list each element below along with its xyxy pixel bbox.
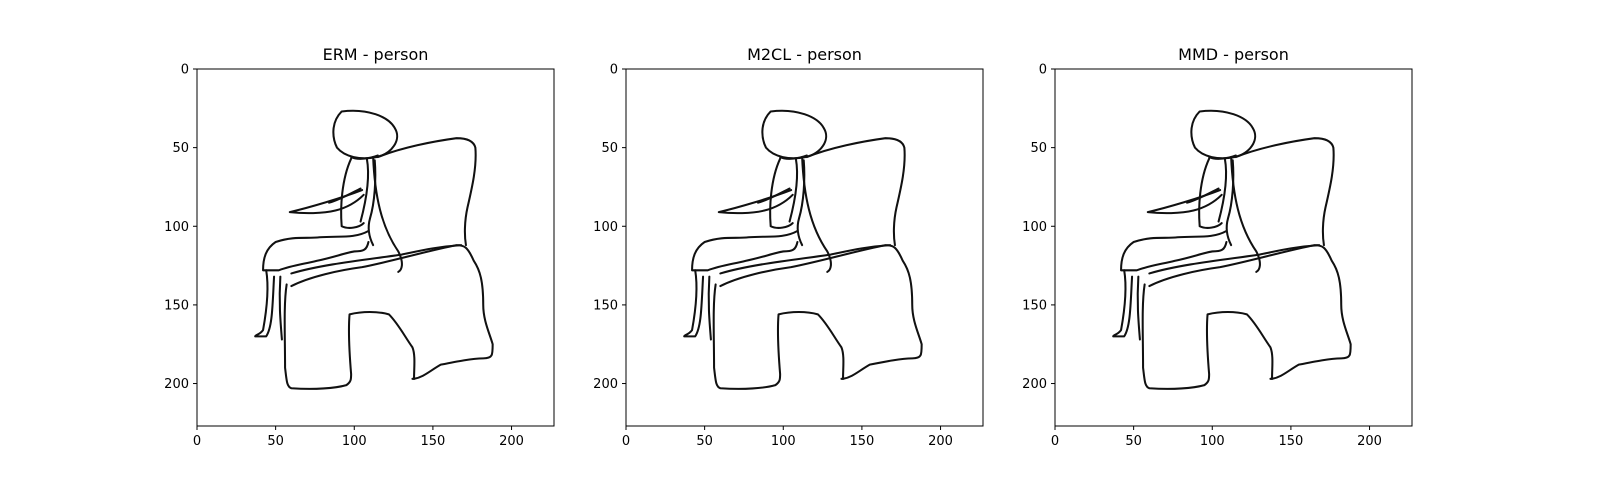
x-tick-label: 0 <box>622 434 630 449</box>
x-tick-label: 200 <box>499 434 524 449</box>
x-tick-label: 50 <box>696 434 713 449</box>
panel-1: ERM - person 0 50 100 150 200 0 50 100 150 200 <box>164 45 555 449</box>
y-tick-label: 50 <box>601 141 618 156</box>
x-tick-label: 150 <box>1278 434 1303 449</box>
y-tick-label: 200 <box>1022 377 1047 392</box>
x-tick-label: 200 <box>928 434 953 449</box>
y-tick-label: 100 <box>593 220 618 235</box>
y-tick-label: 100 <box>1022 220 1047 235</box>
x-tick-label: 50 <box>267 434 284 449</box>
y-tick-label: 150 <box>164 298 189 313</box>
y-tick-label: 100 <box>164 220 189 235</box>
y-tick-label: 50 <box>1030 141 1047 156</box>
panel-title: MMD - person <box>1178 45 1289 64</box>
x-tick-label: 150 <box>849 434 874 449</box>
y-tick-label: 200 <box>164 377 189 392</box>
axes-frame <box>625 68 984 427</box>
panel-3: MMD - person 0 50 100 150 200 0 50 100 150 200 <box>1022 45 1413 449</box>
x-tick-label: 0 <box>1051 434 1059 449</box>
axes-frame <box>196 68 555 427</box>
y-tick-label: 150 <box>1022 298 1047 313</box>
panel-title: M2CL - person <box>747 45 862 64</box>
y-tick-label: 0 <box>181 63 189 78</box>
y-tick-label: 50 <box>172 141 189 156</box>
x-tick-label: 150 <box>420 434 445 449</box>
sketch-image <box>254 109 494 390</box>
panel-title: ERM - person <box>323 45 429 64</box>
y-tick-label: 200 <box>593 377 618 392</box>
x-tick-label: 0 <box>193 434 201 449</box>
panel-2: M2CL - person 0 50 100 150 200 0 50 100 150 200 <box>593 45 984 449</box>
axes-frame <box>1054 68 1413 427</box>
x-tick-label: 100 <box>771 434 796 449</box>
y-tick-label: 0 <box>610 63 618 78</box>
sketch-image <box>683 109 923 390</box>
y-tick-label: 150 <box>593 298 618 313</box>
y-tick-label: 0 <box>1039 63 1047 78</box>
x-tick-label: 100 <box>342 434 367 449</box>
x-tick-label: 200 <box>1357 434 1382 449</box>
x-tick-label: 50 <box>1125 434 1142 449</box>
x-tick-label: 100 <box>1200 434 1225 449</box>
sketch-image <box>1112 109 1352 390</box>
